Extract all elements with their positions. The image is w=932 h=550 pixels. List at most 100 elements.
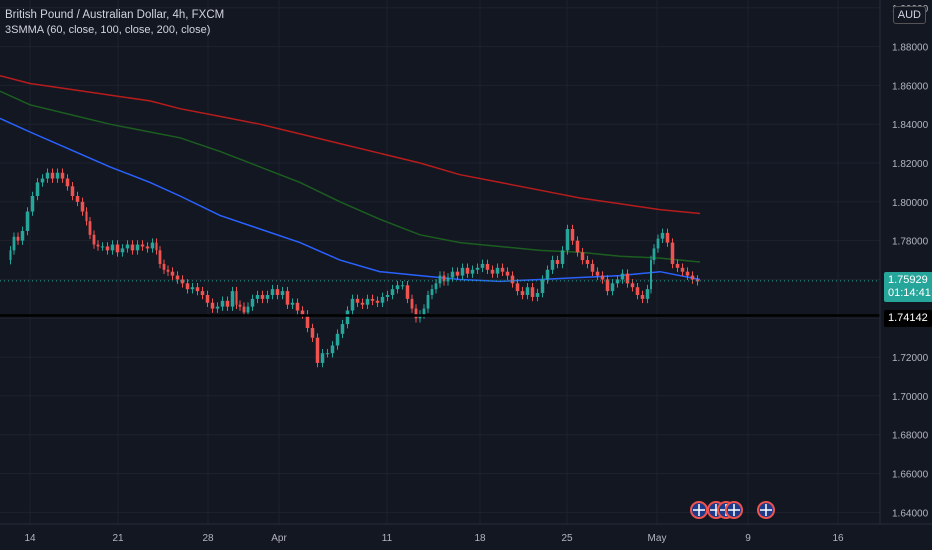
candle-up <box>30 196 35 212</box>
candle-down <box>162 263 166 270</box>
candle-down <box>65 178 70 187</box>
candle-down <box>50 172 55 179</box>
candle-down <box>690 275 695 280</box>
candle-up <box>426 294 430 309</box>
candle-down <box>88 221 92 235</box>
candle-up <box>40 178 45 183</box>
candle-down <box>75 196 80 202</box>
x-tick-label: 21 <box>112 533 124 544</box>
candle-down <box>238 304 242 307</box>
candle-down <box>520 291 525 295</box>
candle-down <box>575 240 580 253</box>
flag-uk-icon[interactable] <box>690 501 708 519</box>
candle-down <box>158 250 162 264</box>
candle-down <box>285 291 290 305</box>
candle-up <box>540 279 545 294</box>
candle-down <box>155 242 158 251</box>
candle-down <box>670 242 675 264</box>
candle-up <box>395 285 400 290</box>
chart-grid <box>0 0 880 524</box>
candle-down <box>590 263 595 272</box>
candle-up <box>135 244 140 251</box>
candle-up <box>535 293 540 297</box>
candle-up <box>434 283 438 290</box>
last-price-value: 1.75929 <box>888 274 928 286</box>
candle-down <box>175 275 180 280</box>
economic-events[interactable] <box>690 501 775 519</box>
candle-down <box>96 244 100 247</box>
indicator-label[interactable]: 3SMMA (60, close, 100, close, 200, close… <box>5 24 211 36</box>
flag-au-icon[interactable] <box>725 501 743 519</box>
candlesticks <box>9 168 700 368</box>
price-levels <box>0 280 880 317</box>
candle-up <box>340 324 345 334</box>
candle-up <box>660 232 665 239</box>
candle-down <box>180 279 185 284</box>
candle-up <box>20 230 25 241</box>
candle-up <box>320 353 325 363</box>
candle-down <box>315 337 320 363</box>
symbol-title[interactable]: British Pound / Australian Dollar, 4h, F… <box>5 9 225 21</box>
candle-down <box>170 271 175 276</box>
candle-down <box>375 300 380 303</box>
candle-up <box>270 289 275 295</box>
candle-down <box>414 308 418 319</box>
candle-down <box>680 267 685 272</box>
chart-legend: British Pound / Australian Dollar, 4h, F… <box>5 8 224 38</box>
candle-up <box>560 250 565 264</box>
candle-down <box>295 302 300 311</box>
candle-down <box>355 298 360 303</box>
candle-up <box>25 211 30 231</box>
candle-up <box>190 287 195 290</box>
candle-down <box>260 294 265 299</box>
candle-down <box>210 302 215 309</box>
x-tick-label: 25 <box>561 533 573 544</box>
candle-up <box>150 242 155 249</box>
x-tick-label: May <box>648 533 667 544</box>
candle-up <box>565 229 570 251</box>
candle-down <box>515 283 520 292</box>
y-tick-label: 1.86000 <box>892 81 929 92</box>
candle-down <box>410 298 414 309</box>
y-tick-label: 1.80000 <box>892 198 929 209</box>
candle-up <box>620 273 625 280</box>
candle-up <box>250 298 255 307</box>
flag-uk-icon[interactable] <box>757 501 775 519</box>
level-price-tag: 1.74142 <box>884 310 932 327</box>
candle-down <box>570 229 575 241</box>
candle-up <box>335 333 340 346</box>
candle-down <box>665 232 670 243</box>
y-tick-label: 1.70000 <box>892 392 929 403</box>
candle-up <box>350 298 355 311</box>
candle-up <box>45 172 50 179</box>
candle-down <box>455 271 460 276</box>
candle-up <box>215 306 220 309</box>
candle-up <box>545 269 550 280</box>
candle-down <box>242 306 246 313</box>
candle-down <box>485 263 490 270</box>
candle-down <box>92 234 96 245</box>
candle-up <box>246 306 250 313</box>
candle-up <box>550 260 555 270</box>
time-axis[interactable]: 14 21 28 Apr 11 18 25 May 9 16 <box>24 533 844 544</box>
candle-up <box>652 248 656 261</box>
x-tick-label: 11 <box>382 533 393 544</box>
candle-down <box>60 172 65 179</box>
candle-down <box>640 294 645 299</box>
candle-down <box>85 211 88 222</box>
candle-up <box>438 275 442 284</box>
candle-down <box>300 310 305 315</box>
candle-up <box>610 283 615 292</box>
candle-up <box>125 244 130 249</box>
candle-up <box>330 345 335 354</box>
y-tick-label: 1.78000 <box>892 237 929 248</box>
y-tick-label: 1.82000 <box>892 159 929 170</box>
moving-averages <box>0 74 701 283</box>
currency-badge[interactable]: AUD <box>892 6 926 24</box>
candle-down <box>630 283 635 288</box>
candle-up <box>9 250 12 261</box>
candle-up <box>446 277 450 282</box>
candle-up <box>460 267 465 276</box>
